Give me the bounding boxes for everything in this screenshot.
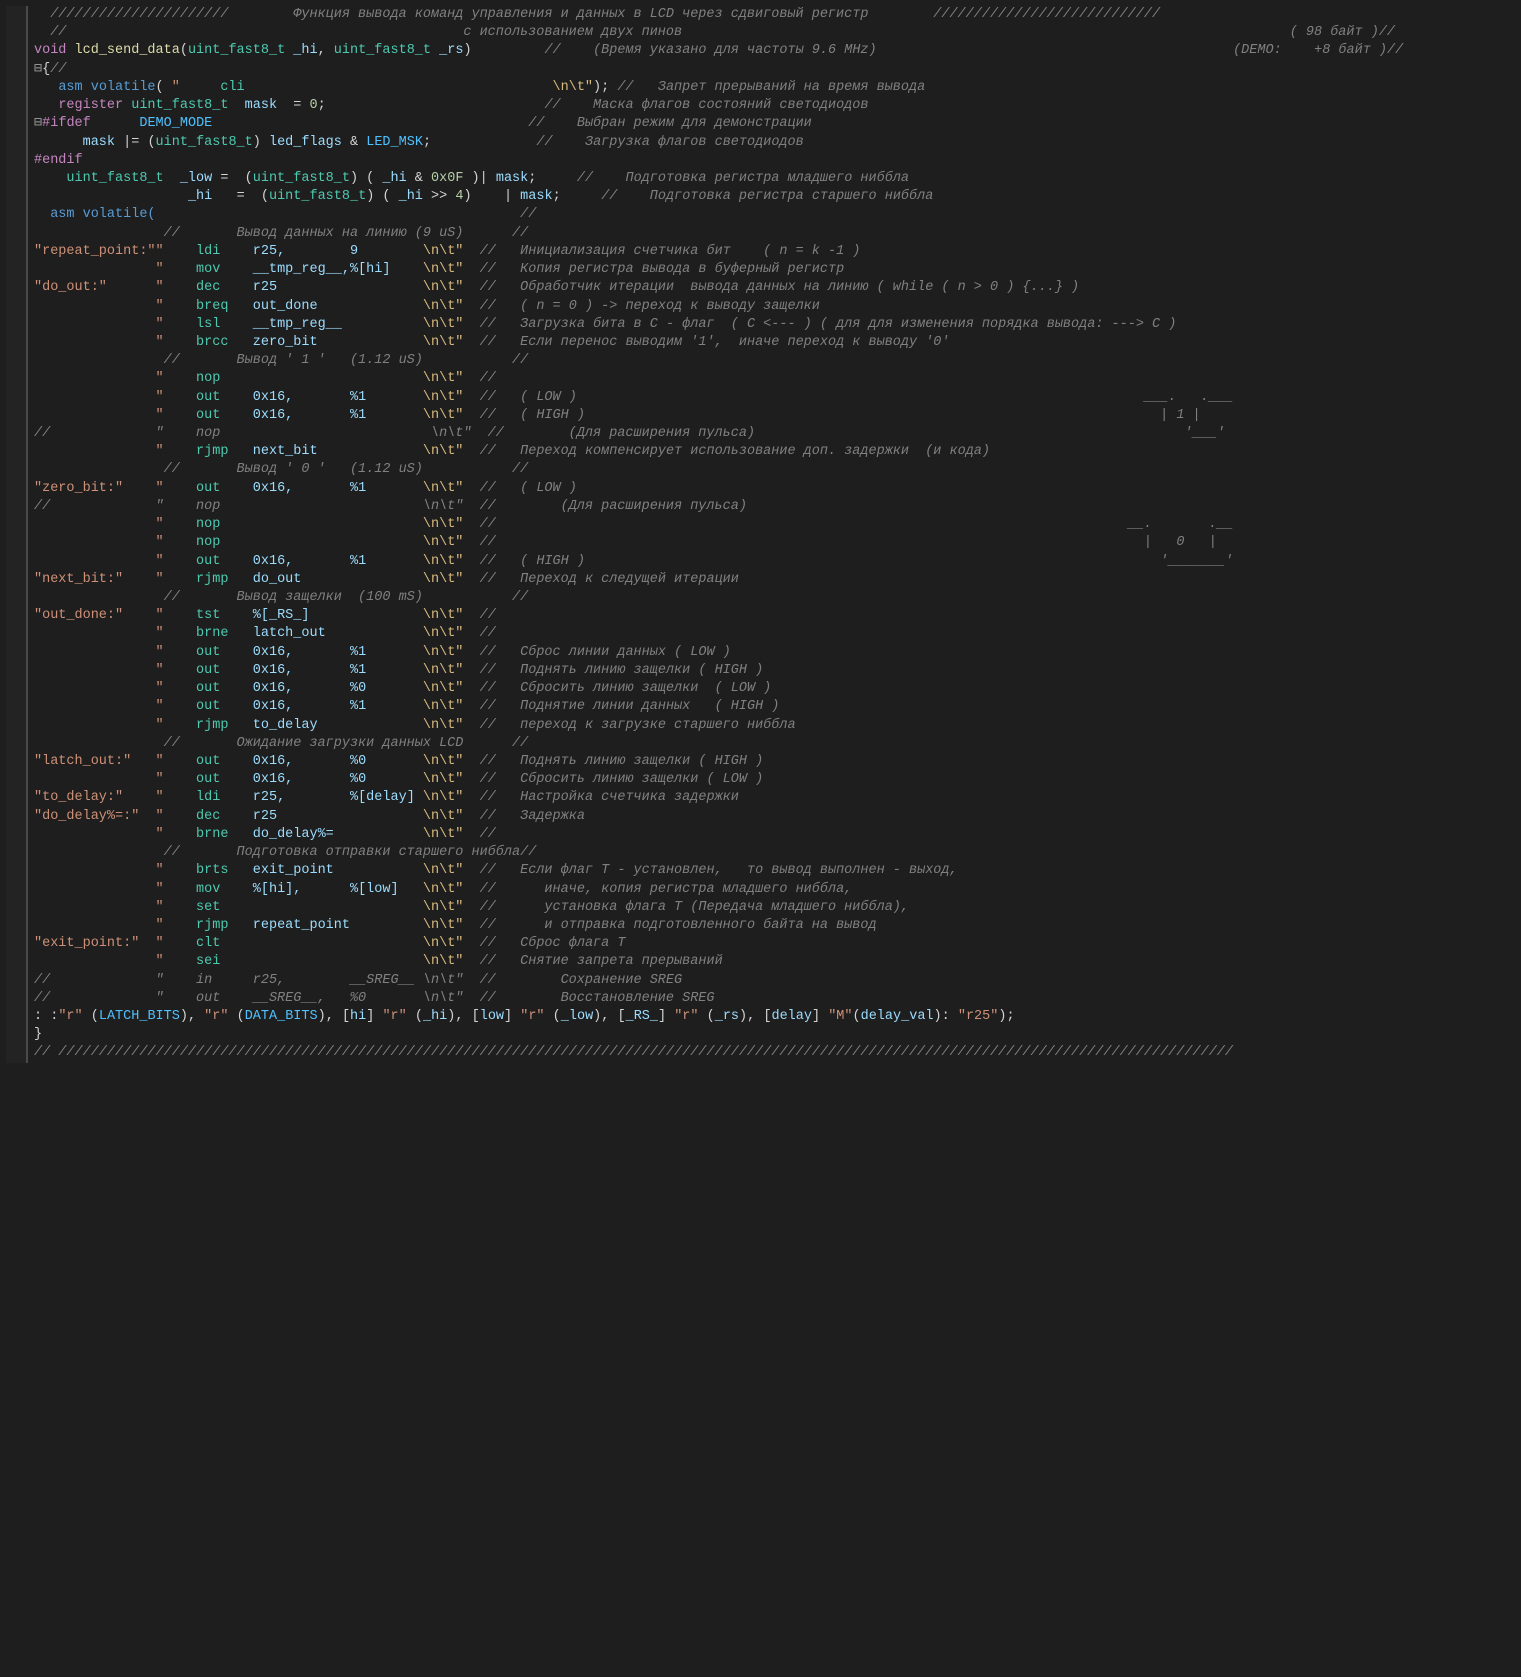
code-area[interactable]: ////////////////////// Функция вывода ко… — [28, 6, 1515, 1063]
editor-viewport: ////////////////////// Функция вывода ко… — [6, 6, 1515, 1063]
fold-gutter — [6, 6, 28, 1063]
